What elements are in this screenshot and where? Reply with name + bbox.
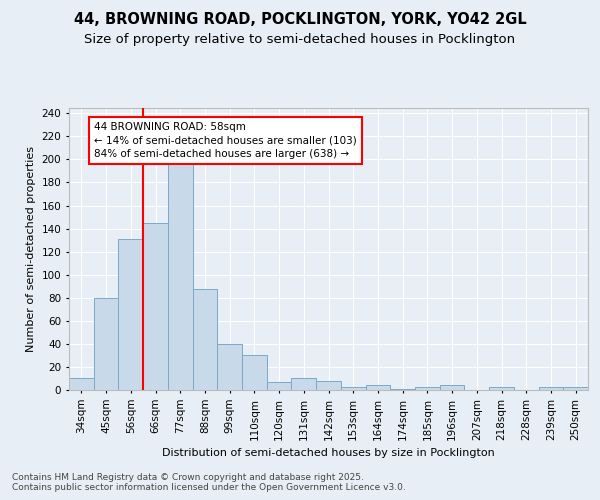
Bar: [489, 386, 514, 390]
Text: Contains HM Land Registry data © Crown copyright and database right 2025.
Contai: Contains HM Land Registry data © Crown c…: [12, 473, 406, 492]
Bar: [267, 382, 292, 390]
Text: Size of property relative to semi-detached houses in Pocklington: Size of property relative to semi-detach…: [85, 32, 515, 46]
Bar: [415, 386, 440, 390]
Text: 44, BROWNING ROAD, POCKLINGTON, YORK, YO42 2GL: 44, BROWNING ROAD, POCKLINGTON, YORK, YO…: [74, 12, 526, 28]
Bar: [539, 386, 563, 390]
Bar: [390, 389, 415, 390]
Bar: [292, 378, 316, 390]
Bar: [341, 386, 365, 390]
Bar: [94, 298, 118, 390]
X-axis label: Distribution of semi-detached houses by size in Pocklington: Distribution of semi-detached houses by …: [162, 448, 495, 458]
Bar: [563, 386, 588, 390]
Y-axis label: Number of semi-detached properties: Number of semi-detached properties: [26, 146, 36, 352]
Bar: [440, 386, 464, 390]
Bar: [365, 386, 390, 390]
Bar: [242, 356, 267, 390]
Bar: [69, 378, 94, 390]
Bar: [143, 223, 168, 390]
Bar: [217, 344, 242, 390]
Bar: [168, 162, 193, 390]
Bar: [118, 239, 143, 390]
Bar: [193, 288, 217, 390]
Text: 44 BROWNING ROAD: 58sqm
← 14% of semi-detached houses are smaller (103)
84% of s: 44 BROWNING ROAD: 58sqm ← 14% of semi-de…: [94, 122, 356, 159]
Bar: [316, 381, 341, 390]
